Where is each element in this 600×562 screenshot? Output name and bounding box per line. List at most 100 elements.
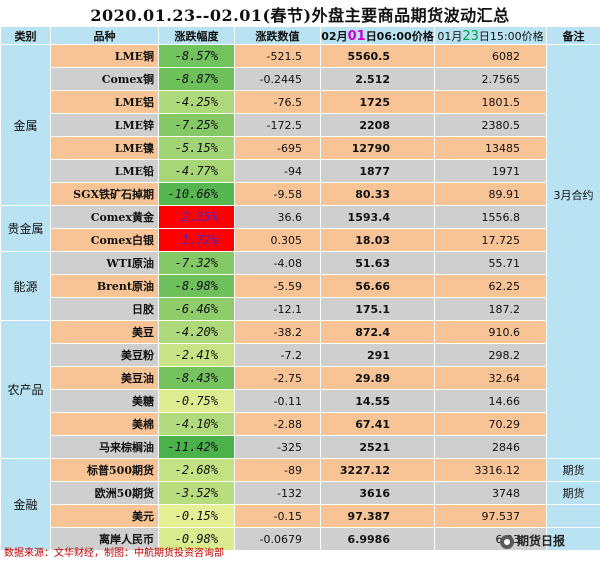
table-row: SGX铁矿石掉期 -10.66% -9.58 80.33 89.91 bbox=[1, 182, 600, 206]
table-row: LME镍 -5.15% -695 12790 13485 bbox=[1, 136, 600, 160]
change-percent: -7.32% bbox=[158, 251, 235, 275]
old-price: 14.66 bbox=[434, 389, 547, 413]
commodity-name: 美豆粉 bbox=[50, 343, 159, 367]
change-value: -0.2445 bbox=[234, 67, 321, 91]
change-percent: -4.77% bbox=[158, 159, 235, 183]
change-percent: -0.15% bbox=[158, 504, 235, 528]
change-percent: -4.10% bbox=[158, 412, 235, 436]
new-price: 67.41 bbox=[320, 412, 435, 436]
commodity-name: Comex铜 bbox=[50, 67, 159, 91]
table-row: 美棉 -4.10% -2.88 67.41 70.29 bbox=[1, 412, 600, 436]
commodity-name: 欧洲50期货 bbox=[50, 481, 159, 505]
old-price: 2380.5 bbox=[434, 113, 547, 137]
header-note: 备注 bbox=[546, 26, 600, 45]
table-row: Brent原油 -8.98% -5.59 56.66 62.25 bbox=[1, 274, 600, 298]
header-new-price: 02月01日06:00价格 bbox=[320, 26, 435, 45]
new-price: 6.9986 bbox=[320, 527, 435, 551]
new-price: 2521 bbox=[320, 435, 435, 459]
publisher-logo: 期货日报 bbox=[500, 532, 565, 549]
category-cell: 金属 bbox=[0, 44, 51, 206]
change-value: -2.75 bbox=[234, 366, 321, 390]
header-old-price: 01月23日15:00价格 bbox=[434, 26, 547, 45]
change-value: -325 bbox=[234, 435, 321, 459]
table-row: 美豆粉 -2.41% -7.2 291 298.2 bbox=[1, 343, 600, 367]
commodity-name: LME铝 bbox=[50, 90, 159, 114]
table-row: 农产品 美豆 -4.20% -38.2 872.4 910.6 bbox=[0, 320, 600, 459]
change-value: 36.6 bbox=[234, 205, 321, 229]
note-cell: 期货 bbox=[546, 458, 600, 482]
commodity-name: 美豆 bbox=[50, 320, 159, 344]
table-row: 日胶 -6.46% -12.1 175.1 187.2 bbox=[1, 297, 600, 321]
table-row: 贵金属 Comex黄金 2.35% 36.6 1593.4 1556.8 bbox=[0, 205, 600, 252]
table-row: 金融 标普500期货 -2.68% -89 3227.12 3316.12 期货 bbox=[0, 458, 600, 551]
old-price: 70.29 bbox=[434, 412, 547, 436]
category-cell: 贵金属 bbox=[0, 205, 51, 252]
header-name: 品种 bbox=[50, 26, 159, 45]
new-price: 291 bbox=[320, 343, 435, 367]
change-value: -2.88 bbox=[234, 412, 321, 436]
change-value: -5.59 bbox=[234, 274, 321, 298]
commodity-name: 离岸人民币 bbox=[50, 527, 159, 551]
change-percent: 2.35% bbox=[158, 205, 235, 229]
table-row: 美豆油 -8.43% -2.75 29.89 32.64 bbox=[1, 366, 600, 390]
change-value: -89 bbox=[234, 458, 321, 482]
commodity-name: 马来棕榈油 bbox=[50, 435, 159, 459]
old-price: 2846 bbox=[434, 435, 547, 459]
new-price: 3616 bbox=[320, 481, 435, 505]
new-price: 97.387 bbox=[320, 504, 435, 528]
change-value: -0.11 bbox=[234, 389, 321, 413]
table-row: 能源 WTI原油 -7.32% -4.08 51.63 55.71 bbox=[0, 251, 600, 321]
change-percent: -10.66% bbox=[158, 182, 235, 206]
change-value: -4.08 bbox=[234, 251, 321, 275]
commodity-name: LME锌 bbox=[50, 113, 159, 137]
category-cell: 能源 bbox=[0, 251, 51, 321]
change-percent: -11.42% bbox=[158, 435, 235, 459]
old-price: 32.64 bbox=[434, 366, 547, 390]
change-percent: -2.68% bbox=[158, 458, 235, 482]
table-row: Comex白银 1.72% 0.305 18.03 17.725 bbox=[1, 228, 600, 252]
change-value: -172.5 bbox=[234, 113, 321, 137]
new-price: 2208 bbox=[320, 113, 435, 137]
old-price: 2.7565 bbox=[434, 67, 547, 91]
futures-table: 类别 品种 涨跌幅度 涨跌数值 02月01日06:00价格 01月23日15:0… bbox=[0, 26, 600, 551]
change-value: -0.0679 bbox=[234, 527, 321, 551]
change-percent: -0.75% bbox=[158, 389, 235, 413]
commodity-name: SGX铁矿石掉期 bbox=[50, 182, 159, 206]
commodity-name: LME铜 bbox=[50, 44, 159, 68]
change-percent: -5.15% bbox=[158, 136, 235, 160]
table-row: LME铅 -4.77% -94 1877 1971 bbox=[1, 159, 600, 183]
change-value: -132 bbox=[234, 481, 321, 505]
old-price: 1556.8 bbox=[434, 205, 547, 229]
old-price: 187.2 bbox=[434, 297, 547, 321]
change-percent: -3.52% bbox=[158, 481, 235, 505]
change-value: -695 bbox=[234, 136, 321, 160]
category-cell: 农产品 bbox=[0, 320, 51, 459]
table-row: 美元 -0.15% -0.15 97.387 97.537 bbox=[1, 504, 600, 528]
commodity-name: LME铅 bbox=[50, 159, 159, 183]
commodity-name: 美元 bbox=[50, 504, 159, 528]
new-price: 12790 bbox=[320, 136, 435, 160]
new-price: 3227.12 bbox=[320, 458, 435, 482]
table-row: 马来棕榈油 -11.42% -325 2521 2846 bbox=[1, 435, 600, 459]
change-value: -9.58 bbox=[234, 182, 321, 206]
change-percent: -4.20% bbox=[158, 320, 235, 344]
old-price: 17.725 bbox=[434, 228, 547, 252]
change-value: -0.15 bbox=[234, 504, 321, 528]
new-price: 51.63 bbox=[320, 251, 435, 275]
change-percent: -8.43% bbox=[158, 366, 235, 390]
header-pct: 涨跌幅度 bbox=[158, 26, 235, 45]
change-percent: -2.41% bbox=[158, 343, 235, 367]
old-price: 1801.5 bbox=[434, 90, 547, 114]
change-percent: -8.57% bbox=[158, 44, 235, 68]
change-percent: 1.72% bbox=[158, 228, 235, 252]
change-value: -38.2 bbox=[234, 320, 321, 344]
old-price: 97.537 bbox=[434, 504, 547, 528]
change-percent: -8.98% bbox=[158, 274, 235, 298]
logo-icon bbox=[500, 534, 514, 549]
commodity-name: Comex白银 bbox=[50, 228, 159, 252]
table-row: LME铝 -4.25% -76.5 1725 1801.5 bbox=[1, 90, 600, 114]
note-cell bbox=[546, 504, 600, 528]
new-price: 2.512 bbox=[320, 67, 435, 91]
new-price: 5560.5 bbox=[320, 44, 435, 68]
